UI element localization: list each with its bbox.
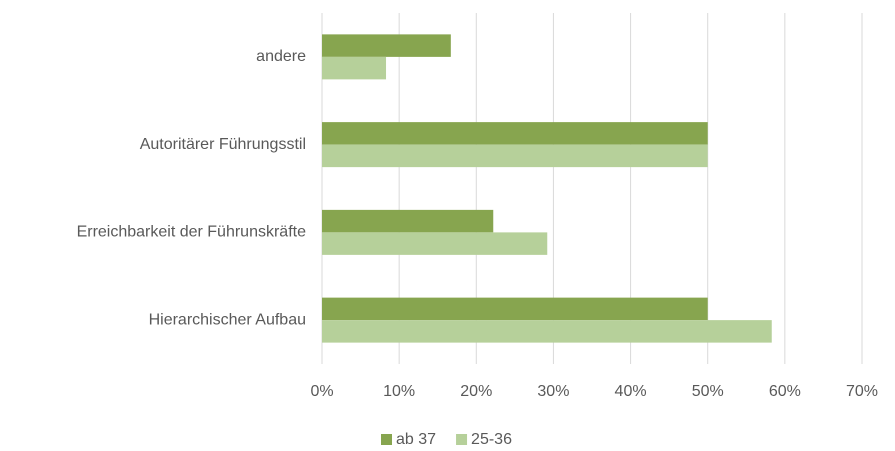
x-tick-label: 70% xyxy=(846,383,878,400)
x-tick-label: 40% xyxy=(615,383,647,400)
bar xyxy=(322,56,387,80)
x-tick-label: 50% xyxy=(692,383,724,400)
bar xyxy=(322,144,708,168)
y-tick-label: andere xyxy=(256,48,306,65)
x-tick-label: 10% xyxy=(383,383,415,400)
y-tick-label: Erreichbarkeit der Führunskräfte xyxy=(77,224,307,241)
x-tick-label: 20% xyxy=(460,383,492,400)
bar xyxy=(322,232,548,255)
bar xyxy=(322,320,772,343)
y-tick-label: Autoritärer Führungsstil xyxy=(140,136,306,153)
legend-label: 25-36 xyxy=(471,431,512,448)
legend-label: ab 37 xyxy=(396,431,436,448)
x-tick-label: 60% xyxy=(769,383,801,400)
legend-swatch xyxy=(456,434,468,445)
bar xyxy=(322,209,494,233)
legend-swatch xyxy=(381,434,392,445)
x-tick-label: 30% xyxy=(537,383,569,400)
bar xyxy=(322,34,451,57)
bar xyxy=(322,297,708,321)
y-tick-label: Hierarchischer Aufbau xyxy=(149,311,306,328)
bar xyxy=(322,122,708,145)
x-tick-label: 0% xyxy=(310,383,333,400)
